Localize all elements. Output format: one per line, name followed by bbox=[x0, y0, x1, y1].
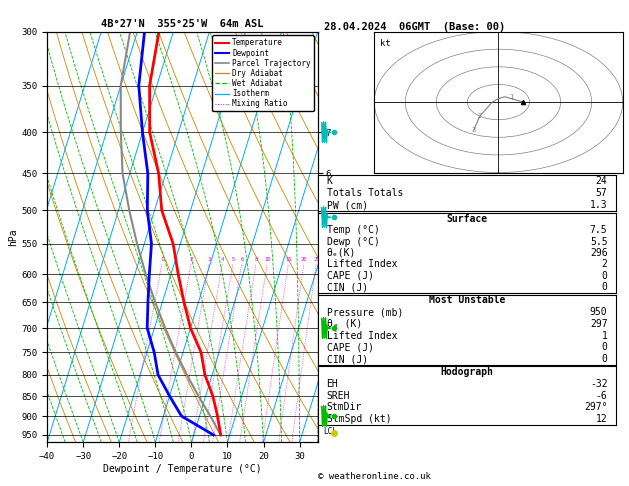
Text: 2: 2 bbox=[601, 260, 608, 269]
Text: 0: 0 bbox=[601, 271, 608, 281]
Text: Dewp (°C): Dewp (°C) bbox=[326, 237, 379, 246]
Text: Totals Totals: Totals Totals bbox=[326, 188, 403, 198]
Text: StmDir: StmDir bbox=[326, 402, 362, 412]
Text: 297: 297 bbox=[590, 319, 608, 329]
Y-axis label: km
ASL: km ASL bbox=[348, 227, 363, 246]
Text: EH: EH bbox=[326, 379, 338, 389]
Text: 20: 20 bbox=[301, 257, 308, 262]
Y-axis label: hPa: hPa bbox=[9, 228, 18, 246]
Text: 24: 24 bbox=[596, 176, 608, 186]
Text: 1: 1 bbox=[601, 330, 608, 341]
Text: 0: 0 bbox=[601, 282, 608, 293]
Text: Surface: Surface bbox=[447, 213, 487, 224]
Text: Most Unstable: Most Unstable bbox=[429, 295, 505, 305]
Text: CAPE (J): CAPE (J) bbox=[326, 271, 374, 281]
Text: θₑ (K): θₑ (K) bbox=[326, 319, 362, 329]
Text: 7.5: 7.5 bbox=[590, 225, 608, 235]
Legend: Temperature, Dewpoint, Parcel Trajectory, Dry Adiabat, Wet Adiabat, Isotherm, Mi: Temperature, Dewpoint, Parcel Trajectory… bbox=[212, 35, 314, 111]
Text: θₑ(K): θₑ(K) bbox=[326, 248, 356, 258]
Text: 950: 950 bbox=[590, 307, 608, 317]
Text: SREH: SREH bbox=[326, 391, 350, 400]
Text: © weatheronline.co.uk: © weatheronline.co.uk bbox=[318, 472, 430, 481]
Text: K: K bbox=[326, 176, 333, 186]
Title: 4B°27'N  355°25'W  64m ASL: 4B°27'N 355°25'W 64m ASL bbox=[101, 19, 264, 30]
Text: 5: 5 bbox=[231, 257, 235, 262]
Text: kt: kt bbox=[381, 39, 391, 48]
Text: 15: 15 bbox=[286, 257, 292, 262]
Text: 3: 3 bbox=[208, 257, 211, 262]
Text: 5.5: 5.5 bbox=[590, 237, 608, 246]
Text: 10: 10 bbox=[264, 257, 270, 262]
X-axis label: Dewpoint / Temperature (°C): Dewpoint / Temperature (°C) bbox=[103, 464, 262, 474]
Text: 12: 12 bbox=[596, 414, 608, 424]
Text: 25: 25 bbox=[313, 257, 320, 262]
Text: Temp (°C): Temp (°C) bbox=[326, 225, 379, 235]
Text: 28.04.2024  06GMT  (Base: 00): 28.04.2024 06GMT (Base: 00) bbox=[324, 22, 505, 32]
Text: LCL: LCL bbox=[323, 427, 337, 436]
Text: 1: 1 bbox=[509, 94, 513, 100]
Text: -6: -6 bbox=[596, 391, 608, 400]
Text: 1.3: 1.3 bbox=[590, 200, 608, 210]
Text: 8: 8 bbox=[255, 257, 258, 262]
Text: Lifted Index: Lifted Index bbox=[326, 260, 397, 269]
Text: 2: 2 bbox=[190, 257, 193, 262]
Text: PW (cm): PW (cm) bbox=[326, 200, 368, 210]
Text: 0: 0 bbox=[601, 354, 608, 364]
Text: CIN (J): CIN (J) bbox=[326, 282, 368, 293]
Text: Lifted Index: Lifted Index bbox=[326, 330, 397, 341]
Text: 6: 6 bbox=[240, 257, 243, 262]
Text: 3: 3 bbox=[472, 127, 476, 133]
Text: CIN (J): CIN (J) bbox=[326, 354, 368, 364]
Text: StmSpd (kt): StmSpd (kt) bbox=[326, 414, 391, 424]
Text: Pressure (mb): Pressure (mb) bbox=[326, 307, 403, 317]
Text: 2: 2 bbox=[477, 113, 482, 119]
Text: 297°: 297° bbox=[584, 402, 608, 412]
Text: -32: -32 bbox=[590, 379, 608, 389]
Text: 4: 4 bbox=[221, 257, 224, 262]
Text: 1: 1 bbox=[160, 257, 164, 262]
Text: 57: 57 bbox=[596, 188, 608, 198]
Text: 0: 0 bbox=[601, 342, 608, 352]
Text: 296: 296 bbox=[590, 248, 608, 258]
Text: CAPE (J): CAPE (J) bbox=[326, 342, 374, 352]
Text: Hodograph: Hodograph bbox=[440, 367, 494, 377]
